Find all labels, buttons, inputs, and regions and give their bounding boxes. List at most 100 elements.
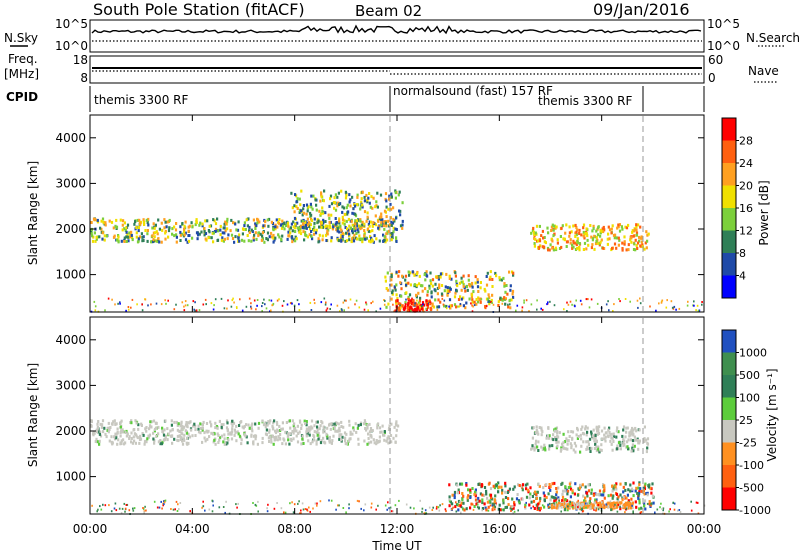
- echo-cell: [306, 217, 309, 221]
- echo-cell: [338, 504, 340, 507]
- echo-cell: [490, 298, 493, 302]
- echo-cell: [470, 295, 473, 299]
- echo-cell: [313, 302, 316, 305]
- echo-cell: [132, 428, 135, 432]
- echo-cell: [348, 238, 351, 242]
- echo-cell: [564, 489, 567, 493]
- echo-cell: [592, 493, 595, 497]
- echo-cell: [678, 307, 681, 310]
- echo-cell: [507, 497, 510, 501]
- echo-cell: [354, 226, 357, 230]
- echo-cell: [94, 305, 97, 308]
- echo-cell: [201, 428, 204, 432]
- echo-cell: [615, 447, 619, 451]
- echo-cell: [456, 483, 459, 487]
- echo-cell: [99, 226, 102, 230]
- echo-cell: [637, 493, 640, 497]
- echo-cell: [395, 423, 398, 427]
- echo-cell: [198, 232, 201, 236]
- echo-cell: [366, 215, 369, 219]
- echo-cell: [561, 492, 564, 496]
- echo-cell: [589, 497, 592, 501]
- echo-cell: [325, 301, 327, 304]
- echo-cell: [94, 309, 97, 312]
- ytick-label: 3000: [55, 378, 86, 392]
- echo-cell: [613, 505, 615, 508]
- echo-cell: [126, 233, 129, 236]
- echo-cell: [392, 217, 395, 221]
- echo-cell: [558, 431, 561, 435]
- echo-cell: [338, 203, 341, 206]
- echo-cell: [495, 484, 498, 488]
- echo-cell: [598, 450, 601, 454]
- echo-cell: [469, 490, 472, 494]
- echo-cell: [254, 437, 257, 441]
- echo-cell: [270, 437, 273, 441]
- echo-cell: [315, 431, 318, 434]
- echo-cell: [231, 427, 234, 431]
- echo-cell: [603, 228, 606, 232]
- echo-cell: [353, 224, 356, 227]
- echo-cell: [124, 431, 127, 434]
- echo-cell: [261, 305, 263, 308]
- echo-cell: [340, 238, 343, 242]
- echo-cell: [310, 205, 313, 209]
- echo-cell: [392, 510, 394, 513]
- echo-cell: [304, 220, 307, 224]
- velocity-ylabel: Slant Range [km]: [26, 363, 40, 467]
- echo-cell: [212, 504, 214, 507]
- echo-cell: [567, 486, 570, 489]
- echo-cell: [361, 203, 364, 207]
- echo-cell: [434, 282, 437, 286]
- echo-cell: [588, 306, 591, 309]
- echo-cell: [129, 421, 132, 424]
- echo-cell: [622, 438, 625, 442]
- echo-cell: [404, 301, 407, 305]
- echo-cell: [263, 298, 265, 301]
- echo-cell: [226, 217, 229, 221]
- echo-cell: [112, 226, 115, 230]
- echo-cell: [313, 221, 316, 225]
- echo-cell: [128, 437, 131, 440]
- echo-cell: [323, 428, 326, 432]
- echo-cell: [552, 502, 555, 506]
- echo-cell: [167, 299, 169, 302]
- echo-cell: [521, 497, 524, 501]
- echo-cell: [566, 439, 569, 443]
- echo-cell: [638, 483, 641, 487]
- echo-cell: [276, 502, 278, 504]
- echo-cell: [553, 224, 556, 228]
- echo-cell: [341, 221, 344, 225]
- echo-cell: [342, 425, 345, 429]
- echo-cell: [278, 298, 280, 301]
- echo-cell: [632, 481, 635, 485]
- echo-cell: [638, 239, 641, 243]
- echo-cell: [214, 222, 218, 226]
- echo-cell: [187, 421, 190, 425]
- echo-cell: [363, 229, 366, 232]
- echo-cell: [265, 307, 268, 310]
- echo-cell: [310, 194, 313, 198]
- echo-cell: [250, 427, 253, 431]
- echo-cell: [481, 501, 484, 505]
- echo-cell: [367, 229, 370, 233]
- echo-cell: [305, 423, 308, 427]
- echo-cell: [316, 425, 319, 429]
- echo-cell: [340, 420, 343, 424]
- echo-cell: [183, 227, 186, 231]
- echo-cell: [183, 438, 186, 442]
- echo-cell: [157, 218, 160, 222]
- echo-cell: [542, 486, 545, 490]
- echo-cell: [390, 422, 393, 426]
- echo-cell: [296, 207, 299, 210]
- echo-cell: [455, 503, 459, 507]
- freq-tick-top: 18: [73, 53, 88, 67]
- echo-cell: [227, 432, 230, 436]
- echo-cell: [374, 205, 377, 209]
- echo-cell: [390, 224, 393, 227]
- echo-cell: [115, 238, 119, 242]
- echo-cell: [619, 493, 622, 497]
- echo-cell: [548, 248, 551, 252]
- echo-cell: [194, 301, 196, 304]
- echo-cell: [619, 443, 622, 447]
